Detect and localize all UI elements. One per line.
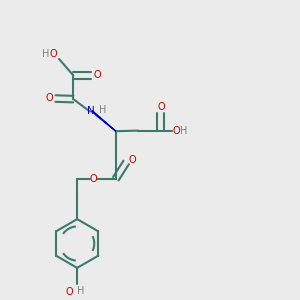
Text: H: H xyxy=(180,126,187,136)
Text: H: H xyxy=(42,49,50,59)
Text: N: N xyxy=(87,106,95,116)
Text: O: O xyxy=(94,70,101,80)
Text: O: O xyxy=(50,49,58,59)
Text: H: H xyxy=(99,105,106,115)
Text: O: O xyxy=(66,287,74,297)
Text: O: O xyxy=(158,102,165,112)
Text: O: O xyxy=(46,93,53,103)
Text: O: O xyxy=(129,155,136,165)
Text: O: O xyxy=(172,126,180,136)
Text: H: H xyxy=(77,286,85,296)
Text: O: O xyxy=(90,174,97,184)
Polygon shape xyxy=(92,111,116,131)
